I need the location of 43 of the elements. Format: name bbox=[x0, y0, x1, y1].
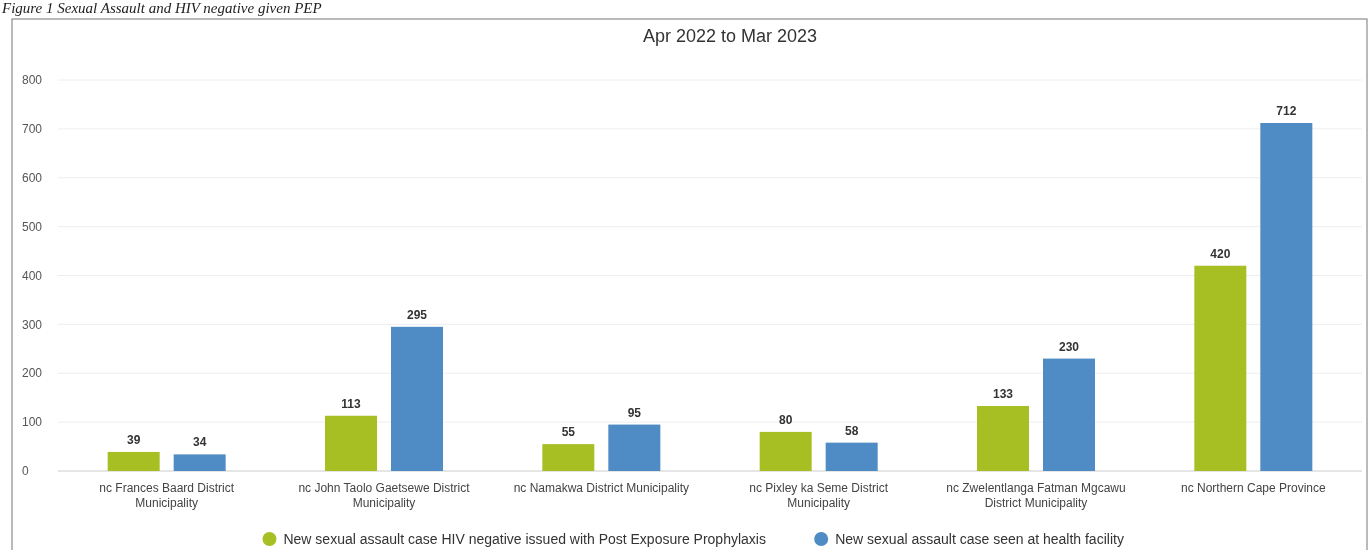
data-label: 230 bbox=[1058, 339, 1080, 354]
bar bbox=[1260, 123, 1313, 471]
y-tick-label: 800 bbox=[22, 73, 43, 88]
y-tick-label: 400 bbox=[22, 268, 43, 283]
y-tick-label: 500 bbox=[22, 219, 43, 234]
x-tick-label: nc Zwelentlanga Fatman Mgcawu District Municipality bbox=[946, 481, 1126, 510]
y-tick-label: 700 bbox=[22, 122, 43, 137]
bar bbox=[542, 444, 595, 471]
bar bbox=[325, 415, 377, 471]
y-tick-label: 600 bbox=[22, 170, 43, 185]
caption: Figure 1 Sexual Assault and HIV negative given PEP bbox=[1, 0, 322, 16]
legend-label: New sexual assault case HIV negative issued with Post Exposure Prophylaxis bbox=[283, 530, 766, 547]
bar bbox=[1194, 265, 1247, 471]
x-tick-label: nc Pixley ka Seme District Municipality bbox=[749, 481, 889, 510]
x-tick-label: nc Frances Baard District Municipality bbox=[99, 481, 235, 510]
data-label: 420 bbox=[1210, 246, 1231, 261]
bar bbox=[608, 424, 661, 471]
data-label: 34 bbox=[192, 435, 207, 450]
data-label: 133 bbox=[992, 387, 1014, 401]
data-label: 39 bbox=[126, 432, 141, 447]
bar bbox=[825, 442, 878, 471]
bar bbox=[107, 451, 160, 471]
y-tick-label: 100 bbox=[22, 415, 43, 430]
data-label: 95 bbox=[627, 405, 642, 420]
data-label: 58 bbox=[844, 423, 859, 438]
bar bbox=[173, 454, 226, 471]
bar bbox=[977, 406, 1029, 471]
data-label: 80 bbox=[778, 412, 793, 427]
y-tick-label: 300 bbox=[22, 317, 43, 332]
bar bbox=[759, 431, 812, 471]
x-tick-label: nc Namakwa District Municipality bbox=[513, 481, 690, 495]
data-label: 712 bbox=[1276, 104, 1297, 119]
x-tick-label: nc Northern Cape Province bbox=[1180, 481, 1327, 495]
x-tick-label: nc John Taolo Gaetsewe District Municipality bbox=[298, 481, 471, 510]
y-tick-label: 0 bbox=[22, 464, 29, 479]
data-label: 55 bbox=[561, 425, 576, 440]
legend-label: New sexual assault case seen at health facility bbox=[835, 530, 1124, 547]
bar bbox=[1043, 358, 1095, 471]
bar bbox=[391, 326, 443, 471]
chart-title: Apr 2022 to Mar 2023 bbox=[642, 26, 818, 46]
data-label: 295 bbox=[406, 307, 428, 322]
data-label: 113 bbox=[341, 396, 362, 411]
y-tick-label: 200 bbox=[22, 366, 43, 381]
